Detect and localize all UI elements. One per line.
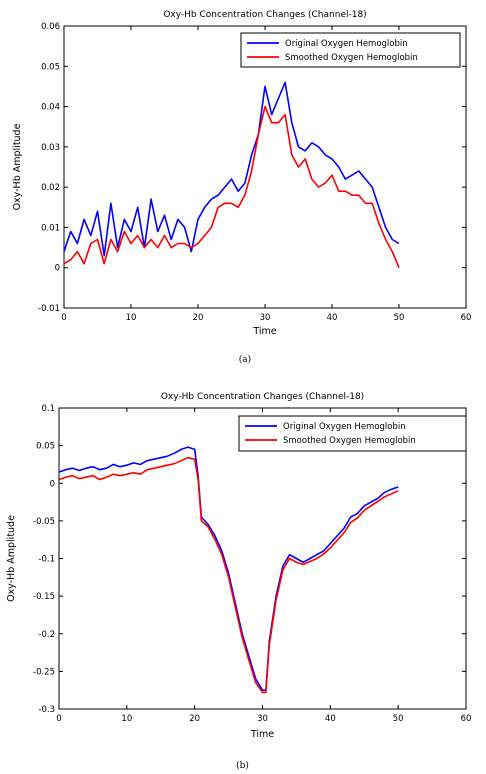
legend-entry: Smoothed Oxygen Hemoglobin bbox=[285, 53, 418, 63]
y-tick-label: -0.2 bbox=[38, 630, 55, 640]
x-axis-label: Time bbox=[252, 326, 276, 337]
chart-1: Oxy-Hb Concentration Changes (Channel-18… bbox=[12, 10, 471, 365]
x-tick-label: 60 bbox=[461, 714, 472, 724]
x-axis-label: Time bbox=[250, 729, 274, 740]
series-line-smoothed bbox=[63, 105, 400, 269]
y-tick-label: 0.02 bbox=[41, 183, 60, 193]
series-line-smoothed bbox=[58, 456, 399, 694]
y-tick-label: 0.05 bbox=[36, 442, 55, 452]
chart-title: Oxy-Hb Concentration Changes (Channel-18… bbox=[161, 392, 364, 402]
y-tick-label: 0 bbox=[50, 479, 55, 489]
y-tick-label: 0 bbox=[55, 264, 60, 274]
y-tick-label: 0.1 bbox=[41, 404, 55, 414]
x-tick-label: 60 bbox=[461, 313, 472, 323]
y-tick-label: -0.01 bbox=[38, 304, 60, 314]
chart-title: Oxy-Hb Concentration Changes (Channel-18… bbox=[163, 10, 366, 20]
y-axis-label: Oxy-Hb Amplitude bbox=[12, 123, 23, 210]
chart-2: Oxy-Hb Concentration Changes (Channel-18… bbox=[6, 392, 471, 771]
y-tick-label: 0.04 bbox=[41, 103, 60, 113]
y-tick-label: -0.05 bbox=[33, 517, 55, 527]
x-tick-label: 0 bbox=[56, 714, 61, 724]
x-tick-label: 10 bbox=[121, 714, 132, 724]
y-tick-label: -0.1 bbox=[38, 555, 55, 565]
y-tick-label: -0.15 bbox=[33, 592, 55, 602]
y-tick-label: 0.01 bbox=[41, 223, 60, 233]
plot-area bbox=[63, 25, 467, 309]
figure-caption: (a) bbox=[239, 354, 251, 365]
x-tick-label: 20 bbox=[189, 714, 200, 724]
series-line-original bbox=[58, 446, 399, 692]
legend-entry: Smoothed Oxygen Hemoglobin bbox=[283, 436, 416, 446]
legend-box bbox=[240, 32, 461, 68]
x-tick-label: 50 bbox=[393, 714, 404, 724]
y-tick-label: 0.06 bbox=[41, 22, 60, 32]
legend: Original Oxygen Hemoglobin Smoothed Oxyge… bbox=[240, 32, 461, 68]
legend-entry: Original Oxygen Hemoglobin bbox=[283, 422, 406, 432]
x-tick-label: 0 bbox=[61, 313, 66, 323]
x-tick-label: 10 bbox=[126, 313, 137, 323]
x-tick-label: 50 bbox=[394, 313, 405, 323]
y-tick-label: 0.03 bbox=[41, 143, 60, 153]
y-tick-label: -0.3 bbox=[38, 705, 55, 715]
x-tick-label: 30 bbox=[257, 714, 268, 724]
y-tick-label: -0.25 bbox=[33, 667, 55, 677]
x-tick-label: 30 bbox=[260, 313, 271, 323]
plot-area bbox=[58, 407, 467, 710]
y-axis-label: Oxy-Hb Amplitude bbox=[6, 515, 17, 602]
legend-box bbox=[238, 415, 467, 452]
legend: Original Oxygen Hemoglobin Smoothed Oxyge… bbox=[238, 415, 467, 452]
y-tick-label: 0.05 bbox=[41, 62, 60, 72]
x-tick-label: 40 bbox=[327, 313, 338, 323]
legend-entry: Original Oxygen Hemoglobin bbox=[285, 39, 408, 49]
x-tick-label: 20 bbox=[193, 313, 204, 323]
x-tick-label: 40 bbox=[325, 714, 336, 724]
figure-caption: (b) bbox=[236, 760, 249, 771]
series-line-original bbox=[63, 81, 400, 257]
